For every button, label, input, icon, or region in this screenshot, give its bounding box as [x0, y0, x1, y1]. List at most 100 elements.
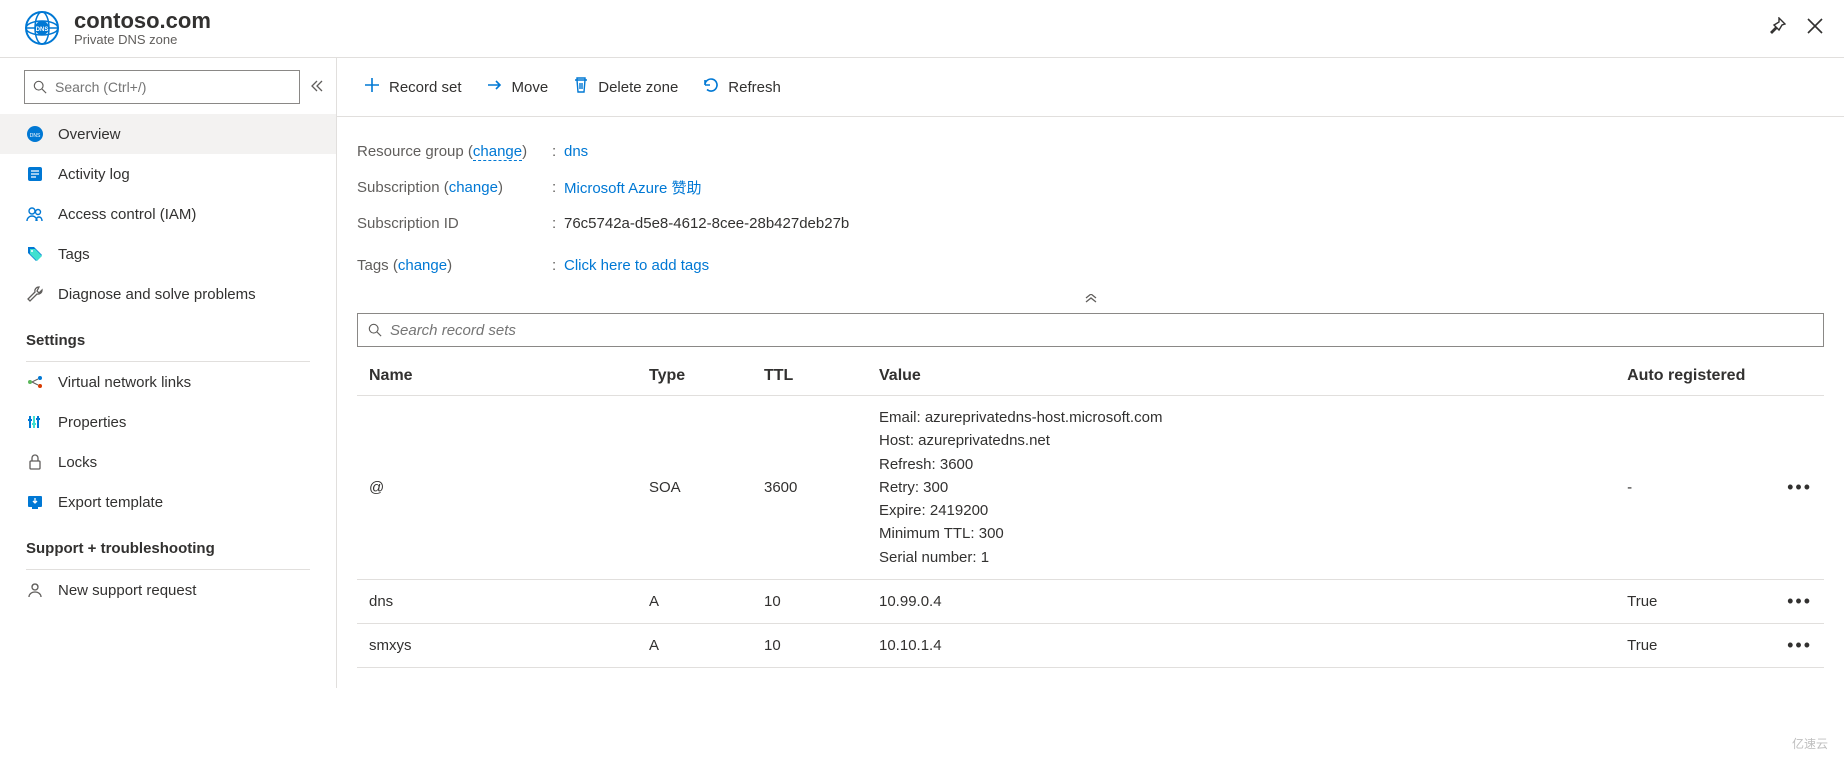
close-icon[interactable] — [1806, 17, 1824, 38]
export-icon — [26, 493, 44, 511]
subscription-label: Subscription (change) — [357, 179, 552, 196]
table-cell: smxys — [357, 624, 637, 668]
sidebar-item-tags[interactable]: Tags — [0, 234, 336, 274]
people-icon — [26, 205, 44, 223]
sidebar-section-settings: Settings — [0, 314, 336, 357]
trash-icon — [572, 76, 590, 98]
row-context-menu-icon[interactable]: ••• — [1775, 579, 1824, 623]
sidebar-item-label: Overview — [58, 126, 121, 143]
col-ttl[interactable]: TTL — [752, 357, 867, 396]
sidebar-item-diagnose[interactable]: Diagnose and solve problems — [0, 274, 336, 314]
network-icon — [26, 373, 44, 391]
table-row[interactable]: smxysA1010.10.1.4True••• — [357, 624, 1824, 668]
svg-text:DNS: DNS — [36, 27, 49, 33]
sidebar-search[interactable] — [24, 70, 300, 104]
col-name[interactable]: Name — [357, 357, 637, 396]
table-cell: 10 — [752, 579, 867, 623]
table-row[interactable]: @SOA3600Email: azureprivatedns-host.micr… — [357, 396, 1824, 580]
row-context-menu-icon[interactable]: ••• — [1775, 624, 1824, 668]
page-subtitle: Private DNS zone — [74, 32, 1768, 47]
tags-icon — [26, 245, 44, 263]
change-resource-group-link[interactable]: change — [473, 143, 522, 161]
button-label: Record set — [389, 79, 462, 96]
collapse-essentials-icon[interactable] — [337, 287, 1844, 313]
table-cell: 3600 — [752, 396, 867, 580]
sidebar-item-label: Activity log — [58, 166, 130, 183]
delete-zone-button[interactable]: Delete zone — [566, 72, 684, 102]
button-label: Refresh — [728, 79, 781, 96]
plus-icon — [363, 76, 381, 98]
sidebar-search-input[interactable] — [55, 79, 291, 95]
refresh-button[interactable]: Refresh — [696, 72, 787, 102]
table-cell: True — [1615, 624, 1775, 668]
sidebar-item-activity-log[interactable]: Activity log — [0, 154, 336, 194]
subscription-value[interactable]: Microsoft Azure 赞助 — [564, 180, 702, 197]
add-tags-link[interactable]: Click here to add tags — [564, 257, 709, 274]
tags-label: Tags (change) — [357, 257, 552, 274]
main-content: Record set Move Delete zone Refresh Reso… — [337, 58, 1844, 688]
sidebar-item-export-template[interactable]: Export template — [0, 482, 336, 522]
table-cell: Email: azureprivatedns-host.microsoft.co… — [867, 396, 1615, 580]
records-table: Name Type TTL Value Auto registered @SOA… — [357, 357, 1824, 668]
svg-text:DNS: DNS — [30, 133, 41, 139]
col-auto[interactable]: Auto registered — [1615, 357, 1775, 396]
sidebar-item-locks[interactable]: Locks — [0, 442, 336, 482]
sidebar-item-iam[interactable]: Access control (IAM) — [0, 194, 336, 234]
lock-icon — [26, 453, 44, 471]
table-cell: A — [637, 579, 752, 623]
resource-group-label: Resource group (change) — [357, 143, 552, 160]
page-header: DNS contoso.com Private DNS zone — [0, 0, 1844, 58]
change-tags-link[interactable]: change — [398, 257, 447, 274]
dns-icon: DNS — [26, 125, 44, 143]
table-row[interactable]: dnsA1010.99.0.4True••• — [357, 579, 1824, 623]
button-label: Move — [512, 79, 549, 96]
search-icon — [33, 80, 47, 94]
table-cell: 10.10.1.4 — [867, 624, 1615, 668]
table-cell: A — [637, 624, 752, 668]
sidebar-item-properties[interactable]: Properties — [0, 402, 336, 442]
watermark: 亿速云 — [1792, 735, 1828, 752]
sidebar-item-label: Export template — [58, 494, 163, 511]
dns-zone-icon: DNS — [24, 10, 60, 46]
search-icon — [368, 323, 382, 337]
refresh-icon — [702, 76, 720, 98]
record-search[interactable] — [357, 313, 1824, 347]
add-record-set-button[interactable]: Record set — [357, 72, 468, 102]
sidebar-item-overview[interactable]: DNS Overview — [0, 114, 336, 154]
activity-log-icon — [26, 165, 44, 183]
subscription-id-label: Subscription ID — [357, 215, 552, 232]
wrench-icon — [26, 285, 44, 303]
col-type[interactable]: Type — [637, 357, 752, 396]
move-button[interactable]: Move — [480, 72, 555, 102]
collapse-sidebar-icon[interactable] — [308, 78, 324, 97]
properties-icon — [26, 413, 44, 431]
table-cell: 10 — [752, 624, 867, 668]
support-icon — [26, 581, 44, 599]
sidebar-item-vnet-links[interactable]: Virtual network links — [0, 362, 336, 402]
resource-group-value[interactable]: dns — [564, 143, 588, 160]
button-label: Delete zone — [598, 79, 678, 96]
sidebar-item-label: Properties — [58, 414, 126, 431]
subscription-id-value: 76c5742a-d5e8-4612-8cee-28b427deb27b — [564, 215, 1824, 232]
col-value[interactable]: Value — [867, 357, 1615, 396]
table-cell: @ — [357, 396, 637, 580]
records-section: Name Type TTL Value Auto registered @SOA… — [337, 313, 1844, 688]
page-title: contoso.com — [74, 8, 1768, 34]
arrow-right-icon — [486, 76, 504, 98]
sidebar-item-support-request[interactable]: New support request — [0, 570, 336, 610]
table-cell: dns — [357, 579, 637, 623]
record-search-input[interactable] — [390, 322, 1813, 339]
pin-icon[interactable] — [1768, 17, 1786, 38]
sidebar-item-label: Virtual network links — [58, 374, 191, 391]
table-cell: 10.99.0.4 — [867, 579, 1615, 623]
sidebar: DNS Overview Activity log Access control… — [0, 58, 337, 688]
sidebar-item-label: New support request — [58, 582, 196, 599]
row-context-menu-icon[interactable]: ••• — [1775, 396, 1824, 580]
table-cell: - — [1615, 396, 1775, 580]
essentials-panel: Resource group (change) : dns Subscripti… — [337, 117, 1844, 287]
change-subscription-link[interactable]: change — [449, 179, 498, 196]
sidebar-item-label: Diagnose and solve problems — [58, 286, 256, 303]
sidebar-item-label: Access control (IAM) — [58, 206, 196, 223]
command-bar: Record set Move Delete zone Refresh — [337, 58, 1844, 117]
table-cell: True — [1615, 579, 1775, 623]
